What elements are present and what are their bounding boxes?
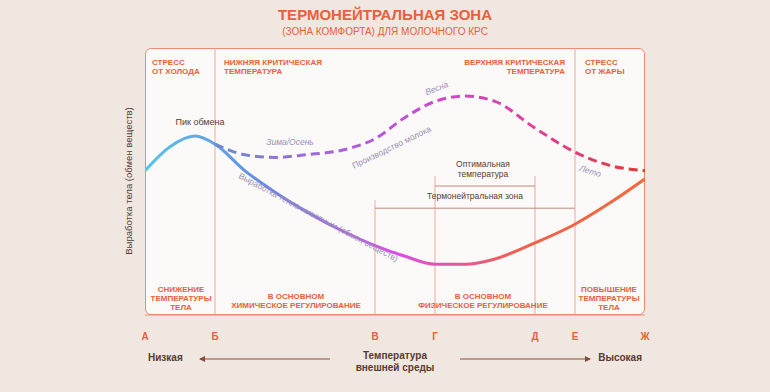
html-text:Производство молока: Производство молока: [350, 123, 433, 171]
html-text:СТРЕСС: СТРЕСС: [152, 58, 185, 67]
html-text:ФИЗИЧЕСКОЕ РЕГУЛИРОВАНИЕ: ФИЗИЧЕСКОЕ РЕГУЛИРОВАНИЕ: [418, 301, 548, 311]
html-text:ПОВЫШЕНИЕ: ПОВЫШЕНИЕ: [581, 285, 637, 294]
html-text:температура: температура: [457, 168, 509, 179]
html-text:Выработка тела (обмен веществ): Выработка тела (обмен веществ): [122, 107, 134, 255]
html-text:(ЗОНА КОМФОРТА) ДЛЯ МОЛОЧНОГО: (ЗОНА КОМФОРТА) ДЛЯ МОЛОЧНОГО КРС: [282, 26, 488, 37]
html-text:Температура: Температура: [363, 350, 427, 361]
html-text:Низкая: Низкая: [148, 352, 183, 363]
html-text:ТЕМПЕРАТУРЫ: ТЕМПЕРАТУРЫ: [578, 294, 640, 304]
html-text:ТЕЛА: ТЕЛА: [170, 303, 192, 313]
html-text:ОТ ХОЛОДА: ОТ ХОЛОДА: [152, 67, 200, 77]
html-text:Термонейтральная зона: Термонейтральная зона: [427, 191, 523, 201]
html-text:Выработка тепла животным (обме: Выработка тепла животным (обмен веществ): [237, 170, 400, 264]
html-text:В ОСНОВНОМ: В ОСНОВНОМ: [454, 292, 512, 301]
html-text:СНИЖЕНИЕ: СНИЖЕНИЕ: [157, 285, 205, 294]
html-text:СТРЕСС: СТРЕСС: [585, 58, 618, 67]
html-text:НИЖНЯЯ КРИТИЧЕСКАЯ: НИЖНЯЯ КРИТИЧЕСКАЯ: [224, 58, 322, 67]
html-text:ОТ ЖАРЫ: ОТ ЖАРЫ: [585, 67, 625, 77]
svg-text:В: В: [371, 331, 378, 342]
html-text:внешней среды: внешней среды: [355, 361, 435, 373]
html-text:ТЕМПЕРАТУРЫ: ТЕМПЕРАТУРЫ: [150, 294, 212, 304]
html-text:Лето: Лето: [578, 162, 603, 180]
html-text:Весна: Весна: [423, 78, 450, 98]
html-text:ТЕМПЕРАТУРА: ТЕМПЕРАТУРА: [506, 67, 565, 77]
html-text:ТЕРМОНЕЙТРАЛЬНАЯ ЗОНА: ТЕРМОНЕЙТРАЛЬНАЯ ЗОНА: [278, 6, 492, 23]
svg-text:Ж: Ж: [639, 331, 650, 342]
svg-text:Б: Б: [211, 331, 218, 342]
html-text:Зима/Осень: Зима/Осень: [266, 137, 314, 147]
svg-text:Д: Д: [531, 331, 538, 342]
svg-text:Г: Г: [432, 331, 438, 342]
html-text:Оптимальная: Оптимальная: [456, 159, 510, 169]
html-text:Пик обмена: Пик обмена: [175, 117, 225, 127]
html-text:Высокая: Высокая: [598, 352, 642, 363]
html-text:ХИМИЧЕСКОЕ РЕГУЛИРОВАНИЕ: ХИМИЧЕСКОЕ РЕГУЛИРОВАНИЕ: [231, 301, 361, 311]
html-text:ТЕМПЕРАТУРА: ТЕМПЕРАТУРА: [224, 67, 283, 77]
html-text:ВЕРХНЯЯ КРИТИЧЕСКАЯ: ВЕРХНЯЯ КРИТИЧЕСКАЯ: [464, 58, 565, 67]
html-text:В ОСНОВНОМ: В ОСНОВНОМ: [267, 292, 325, 301]
html-text:ТЕЛА: ТЕЛА: [598, 303, 620, 313]
svg-text:Е: Е: [572, 331, 579, 342]
svg-text:А: А: [141, 331, 148, 342]
